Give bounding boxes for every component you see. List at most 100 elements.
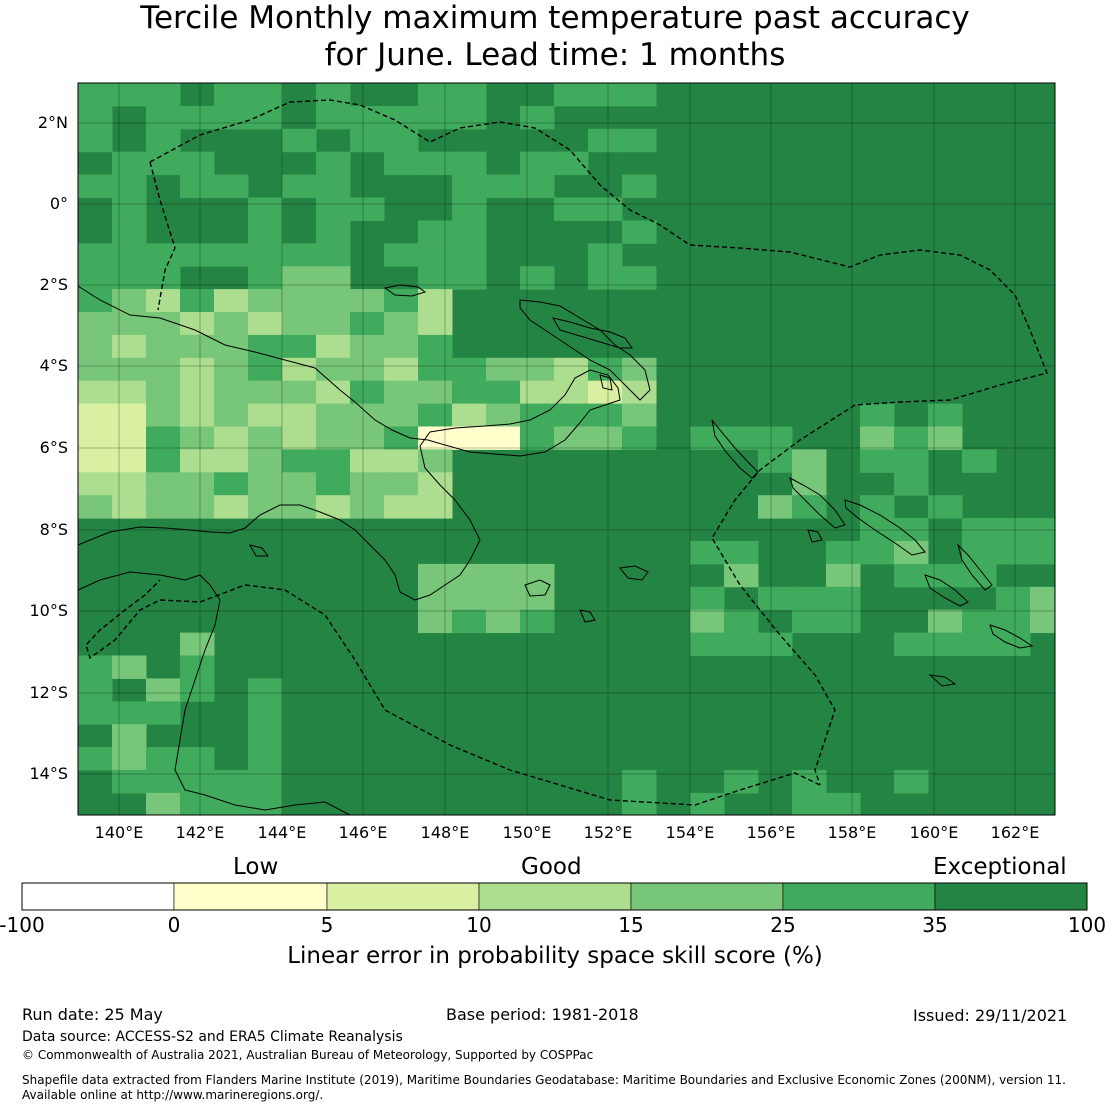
coastline-torres-islands — [249, 544, 269, 557]
skill-cell — [418, 105, 453, 130]
skill-cell — [452, 243, 487, 267]
lon-tick-label: 154°E — [665, 823, 715, 842]
skill-cell — [452, 609, 487, 634]
skill-cell — [418, 312, 453, 336]
skill-cell — [214, 243, 249, 267]
colorbar-segment — [782, 882, 936, 911]
skill-cell — [112, 380, 147, 405]
skill-cell — [180, 449, 215, 473]
skill-cell — [622, 770, 657, 794]
skill-cell — [78, 678, 113, 702]
skill-cell — [180, 380, 215, 405]
skill-cell — [78, 495, 113, 519]
colorbar-tick-label: 35 — [922, 913, 948, 937]
skill-cell — [146, 403, 181, 427]
skill-cell — [180, 357, 215, 382]
skill-cell — [622, 403, 657, 427]
skill-cell — [520, 403, 555, 427]
skill-cell — [180, 105, 215, 130]
coastline-new-britain — [519, 299, 651, 401]
skill-cell — [282, 128, 317, 153]
data-source: Data source: ACCESS-S2 and ERA5 Climate … — [22, 1029, 403, 1045]
skill-cell — [78, 403, 113, 427]
skill-cell — [282, 243, 317, 267]
skill-cell — [690, 426, 725, 450]
skill-cell — [384, 334, 419, 359]
lat-tick-label: 10°S — [29, 601, 68, 620]
skill-cell — [180, 289, 215, 313]
lat-tick-label: 0° — [49, 194, 68, 213]
skill-cell — [316, 495, 351, 519]
skill-cell — [690, 632, 725, 656]
skill-cell — [146, 357, 181, 382]
skill-cell — [622, 380, 657, 405]
skill-cell — [520, 609, 555, 634]
skill-cell — [384, 426, 419, 450]
skill-cell — [146, 83, 181, 107]
skill-cell — [282, 266, 317, 290]
skill-cell — [792, 586, 827, 611]
chart-title-line1: Tercile Monthly maximum temperature past… — [140, 0, 970, 36]
skill-cell — [452, 380, 487, 405]
skill-cell — [282, 174, 317, 198]
skill-cell — [554, 426, 589, 450]
skill-cell — [928, 609, 963, 634]
skill-cell — [452, 220, 487, 244]
skill-cell — [826, 541, 861, 565]
skill-cell — [996, 632, 1031, 656]
skill-cell — [112, 495, 147, 519]
lon-tick-label: 160°E — [909, 823, 959, 842]
skill-cell — [826, 609, 861, 634]
colorbar-segment — [173, 882, 328, 911]
skill-cell — [418, 449, 453, 473]
skill-cell — [78, 243, 113, 267]
skill-cell — [724, 426, 759, 450]
skill-cell — [452, 586, 487, 611]
skill-cell — [180, 472, 215, 496]
skill-cell — [112, 357, 147, 382]
skill-cell — [180, 632, 215, 656]
skill-cell — [316, 472, 351, 496]
skill-cell — [112, 403, 147, 427]
skill-cell — [758, 495, 793, 519]
skill-cell — [384, 449, 419, 473]
skill-cell — [146, 701, 181, 725]
skill-cell — [894, 426, 929, 450]
skill-cell — [78, 747, 113, 771]
skill-cell — [520, 357, 555, 382]
skill-cell — [962, 609, 997, 634]
skill-cell — [418, 151, 453, 176]
skill-cell — [588, 426, 623, 450]
skill-cell — [860, 403, 895, 427]
skill-cell — [520, 105, 555, 130]
skill-cell — [112, 770, 147, 794]
skill-cell — [588, 380, 623, 405]
skill-cell — [520, 174, 555, 198]
colorbar-tick-label: 25 — [770, 913, 796, 937]
skill-cell — [248, 403, 283, 427]
skill-cell — [418, 289, 453, 313]
skill-cell — [248, 266, 283, 290]
skill-cell — [248, 724, 283, 748]
skill-cell — [928, 563, 963, 588]
skill-cell — [996, 586, 1031, 611]
lat-tick-label: 12°S — [29, 683, 68, 702]
skill-cell — [962, 563, 997, 588]
skill-cell — [384, 312, 419, 336]
skill-cell — [180, 495, 215, 519]
skill-cell — [962, 632, 997, 656]
category-low: Low — [233, 854, 279, 880]
skill-cell — [282, 449, 317, 473]
skill-cell — [146, 472, 181, 496]
skill-cell — [350, 105, 385, 130]
skill-cell — [316, 357, 351, 382]
skill-cell — [180, 174, 215, 198]
skill-cell — [112, 701, 147, 725]
skill-cell — [350, 357, 385, 382]
skill-cell — [928, 426, 963, 450]
copyright: © Commonwealth of Australia 2021, Austra… — [22, 1048, 594, 1062]
skill-cell — [146, 792, 181, 816]
skill-cell — [248, 426, 283, 450]
skill-cell — [520, 380, 555, 405]
